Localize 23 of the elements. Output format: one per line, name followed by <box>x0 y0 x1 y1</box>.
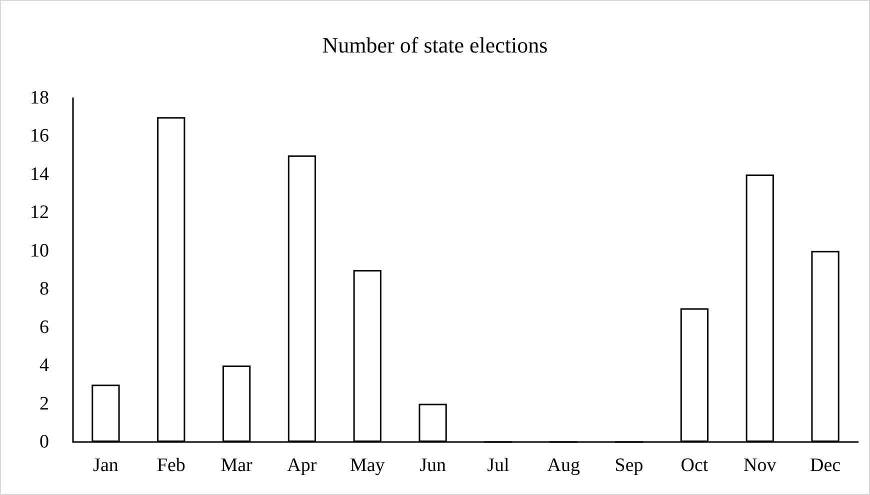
y-tick-label: 14 <box>30 164 50 185</box>
y-tick-label: 18 <box>30 88 49 108</box>
x-tick-label: Sep <box>614 455 644 476</box>
x-tick-label: Apr <box>287 455 318 476</box>
y-tick-label: 4 <box>40 355 50 376</box>
x-tick-label: Feb <box>156 455 186 476</box>
x-tick-label: Dec <box>810 455 841 476</box>
x-tick-label: Nov <box>744 455 777 476</box>
x-tick-label: Jul <box>487 455 510 476</box>
x-tick-label: Jan <box>93 455 119 476</box>
chart-title: Number of state elections <box>322 32 548 58</box>
y-tick-label: 2 <box>40 393 49 414</box>
y-tick-label: 6 <box>40 316 49 338</box>
y-tick-label: 0 <box>40 432 49 452</box>
y-tick-label: 8 <box>40 278 49 300</box>
x-tick-label: Jun <box>420 455 446 476</box>
y-tick-label: 16 <box>30 126 49 147</box>
x-tick-label: Mar <box>220 455 254 476</box>
x-tick-label: May <box>350 455 386 476</box>
y-tick-label: 10 <box>30 240 49 262</box>
x-tick-label: Aug <box>547 455 580 476</box>
x-tick-label: Oct <box>680 455 709 476</box>
y-tick-label: 12 <box>30 202 49 224</box>
